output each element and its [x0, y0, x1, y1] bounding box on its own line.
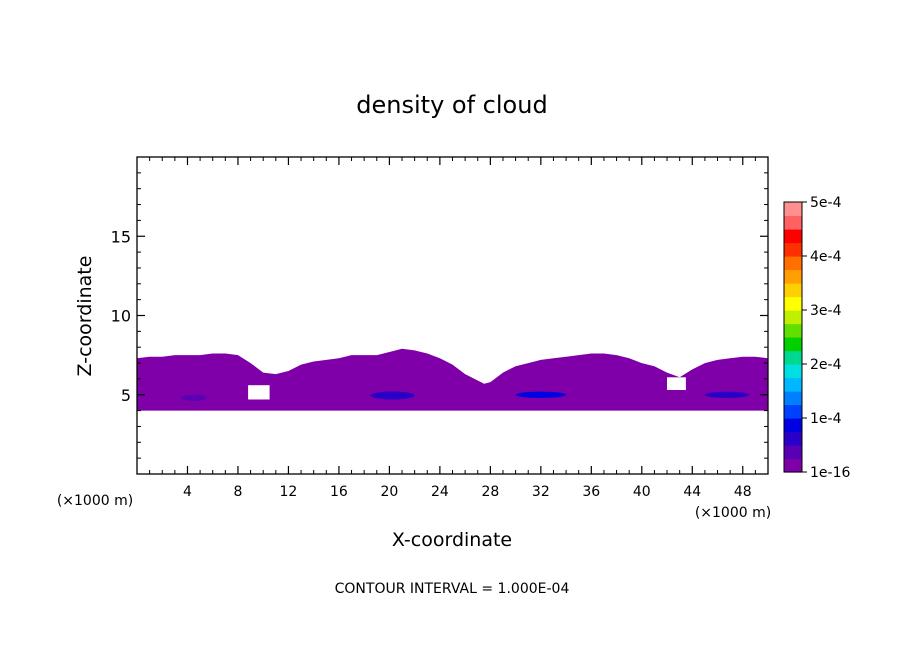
cloud-gap [248, 385, 270, 400]
x-tick-label: 20 [380, 484, 398, 500]
y-axis-label: Z-coordinate [74, 256, 96, 377]
colorbar-swatch [784, 445, 802, 460]
cloud-dense-patch [515, 391, 566, 398]
colorbar-swatch [784, 458, 802, 473]
x-unit-label-right: (×1000 m) [695, 505, 771, 521]
colorbar-swatch [784, 215, 802, 230]
plot-area [137, 348, 768, 411]
colorbar-swatch [784, 404, 802, 419]
colorbar-tick-label: 4e-4 [810, 249, 842, 265]
x-tick-label: 28 [481, 484, 499, 500]
colorbar-tick-label: 2e-4 [810, 357, 842, 373]
colorbar-swatch [784, 337, 802, 352]
colorbar-swatch [784, 256, 802, 271]
x-tick-label: 48 [734, 484, 752, 500]
colorbar-swatch [784, 269, 802, 284]
colorbar-swatch [784, 377, 802, 392]
cloud-gap [667, 377, 686, 390]
x-tick-label: 36 [582, 484, 600, 500]
colorbar: 1e-16 1e-4 2e-4 3e-4 4e-4 5e-4 [783, 195, 850, 481]
y-tick-label: 15 [111, 227, 131, 246]
cloud-dense-patch [181, 394, 207, 402]
cloud-dense-patch [370, 391, 415, 400]
colorbar-swatch [784, 418, 802, 433]
x-tick-label: 44 [683, 484, 701, 500]
x-tick-label: 32 [532, 484, 550, 500]
colorbar-tick-label: 1e-4 [810, 411, 842, 427]
colorbar-swatch [784, 364, 802, 379]
colorbar-swatch [784, 391, 802, 406]
chart-title: density of cloud [356, 91, 547, 119]
y-tick-label: 10 [111, 307, 131, 326]
cloud-layer [137, 348, 768, 411]
x-tick-label: 12 [280, 484, 298, 500]
contour-interval-note: CONTOUR INTERVAL = 1.000E-04 [335, 581, 570, 597]
colorbar-swatch [784, 323, 802, 338]
colorbar-tick-label: 5e-4 [810, 195, 842, 211]
plot-frame [136, 156, 769, 475]
colorbar-frame [783, 201, 803, 473]
x-axis: 4 8 12 16 20 24 28 32 36 40 44 48 [149, 157, 756, 500]
cloud-dense-patch [704, 391, 750, 398]
y-axis: 5 10 15 [111, 172, 768, 459]
colorbar-tick-label: 3e-4 [810, 303, 842, 319]
colorbar-swatch [784, 242, 802, 257]
colorbar-swatch [784, 202, 802, 217]
colorbar-swatch [784, 283, 802, 298]
x-unit-label-left: (×1000 m) [57, 493, 133, 509]
x-tick-label: 4 [183, 484, 192, 500]
colorbar-swatch [784, 350, 802, 365]
colorbar-tick-label: 1e-16 [810, 465, 850, 481]
colorbar-swatch [784, 310, 802, 325]
colorbar-swatch [784, 229, 802, 244]
x-tick-label: 8 [233, 484, 242, 500]
x-tick-label: 16 [330, 484, 348, 500]
x-axis-label: X-coordinate [392, 529, 512, 551]
colorbar-swatch [784, 296, 802, 311]
x-tick-label: 40 [633, 484, 651, 500]
colorbar-swatch [784, 431, 802, 446]
x-tick-label: 24 [431, 484, 449, 500]
y-tick-label: 5 [121, 386, 131, 405]
